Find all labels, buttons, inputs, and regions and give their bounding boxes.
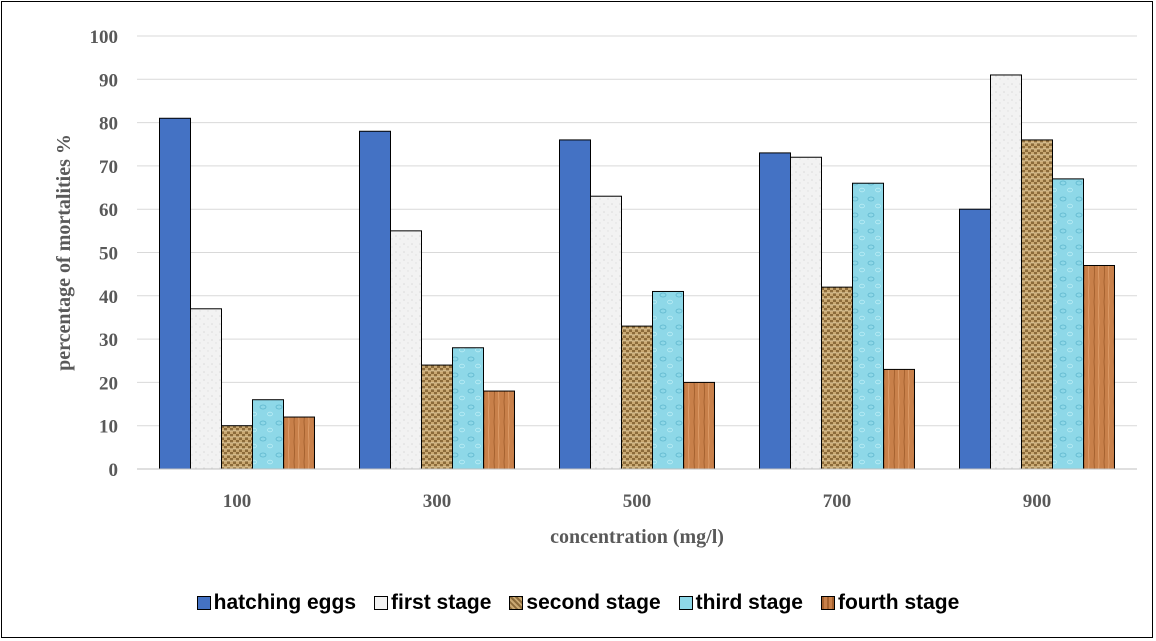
legend-swatch [820, 596, 835, 610]
bar-first-stage-500 [590, 195, 622, 470]
legend-item-third-stage: third stage [678, 591, 803, 615]
bar-hatching-eggs-500 [559, 139, 591, 470]
legend-swatch [509, 596, 524, 610]
x-tick-label: 700 [823, 491, 852, 512]
bar-third-stage-700 [852, 182, 884, 470]
y-tick-label: 80 [99, 114, 118, 135]
y-tick-label: 100 [90, 27, 119, 48]
legend-label: fourth stage [837, 591, 960, 614]
legend-label: second stage [526, 591, 661, 614]
bar-first-stage-100 [190, 308, 222, 470]
y-tick-label: 20 [99, 373, 118, 394]
bar-second-stage-500 [621, 325, 653, 470]
bar-second-stage-300 [421, 364, 453, 470]
bar-hatching-eggs-900 [959, 208, 991, 470]
bar-third-stage-900 [1052, 178, 1084, 470]
bar-third-stage-500 [652, 290, 684, 470]
bar-second-stage-900 [1021, 139, 1053, 470]
x-tick-label: 900 [1023, 491, 1052, 512]
gridlines [137, 35, 1137, 427]
bar-third-stage-300 [452, 347, 484, 470]
y-tick-label: 30 [99, 330, 118, 351]
bar-second-stage-700 [821, 286, 853, 470]
bar-second-stage-100 [221, 425, 253, 470]
y-axis-title: percentage of mortalities % [53, 134, 75, 371]
bar-first-stage-700 [790, 156, 822, 470]
y-tick-label: 90 [99, 70, 118, 91]
bar-first-stage-900 [990, 74, 1022, 470]
legend-item-fourth-stage: fourth stage [820, 591, 960, 615]
legend-item-hatching-eggs: hatching eggs [196, 591, 357, 615]
bar-fourth-stage-300 [483, 390, 515, 470]
x-tick-label: 500 [623, 491, 652, 512]
legend-swatch [196, 596, 211, 610]
bar-hatching-eggs-100 [159, 117, 191, 470]
legend-swatch [678, 596, 693, 610]
legend: hatching eggs first stage second stage thir… [2, 591, 1154, 615]
legend-swatch [374, 596, 389, 610]
y-tick-label: 10 [99, 417, 118, 438]
legend-item-first-stage: first stage [374, 591, 491, 615]
legend-label: hatching eggs [213, 591, 357, 614]
bars [159, 74, 1115, 470]
y-tick-label: 50 [99, 244, 118, 265]
x-axis-ticks: 100 300 500 700 900 [223, 491, 1052, 512]
y-tick-label: 0 [109, 460, 119, 481]
legend-label: first stage [391, 591, 492, 614]
y-axis-ticks: 0 10 20 30 40 50 60 70 80 90 100 [90, 27, 119, 481]
bar-third-stage-100 [252, 399, 284, 470]
x-axis-title: concentration (mg/l) [550, 526, 724, 548]
legend-item-second-stage: second stage [509, 591, 661, 615]
bar-first-stage-300 [390, 230, 422, 470]
bar-fourth-stage-700 [883, 368, 915, 470]
bar-hatching-eggs-700 [759, 152, 791, 470]
bar-fourth-stage-900 [1083, 264, 1115, 470]
bar-fourth-stage-100 [283, 416, 315, 470]
legend-label: third stage [695, 591, 803, 614]
y-tick-label: 40 [99, 287, 118, 308]
y-tick-label: 60 [99, 200, 118, 221]
x-tick-label: 300 [423, 491, 452, 512]
bar-fourth-stage-500 [683, 381, 715, 470]
y-tick-label: 70 [99, 157, 118, 178]
x-tick-label: 100 [223, 491, 252, 512]
bar-hatching-eggs-300 [359, 130, 391, 470]
